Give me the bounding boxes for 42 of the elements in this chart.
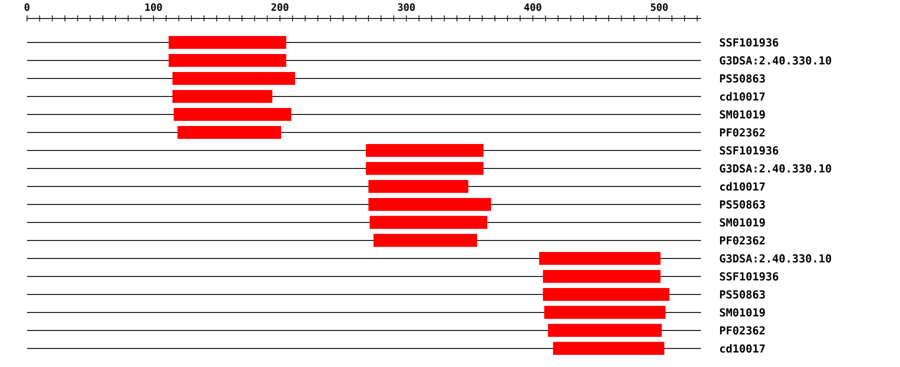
y-tick-label: SM01019: [720, 218, 765, 226]
y-tick-label: PF02362: [720, 236, 765, 244]
bar: [542, 288, 670, 301]
bar: [368, 198, 492, 211]
y-tick-label: SM01019: [720, 308, 765, 316]
y-tick-label: PF02362: [720, 128, 765, 136]
bar: [368, 180, 468, 193]
bar: [544, 306, 666, 319]
bar: [373, 234, 478, 247]
y-tick-label: cd10017: [720, 92, 765, 100]
y-tick-label: cd10017: [720, 182, 765, 190]
y-tick-label: PS50863: [720, 290, 765, 298]
y-tick-label: cd10017: [720, 344, 765, 352]
y-tick-label: G3DSA:2.40.330.10: [720, 254, 832, 262]
bar: [542, 270, 661, 283]
y-tick-label: PF02362: [720, 326, 765, 334]
y-tick-label: G3DSA:2.40.330.10: [720, 164, 832, 172]
bar: [539, 252, 661, 265]
y-tick-label: PS50863: [720, 200, 765, 208]
x-tick-label: 0: [24, 3, 30, 11]
y-tick-label: SSF101936: [720, 38, 778, 46]
x-tick-label: 200: [271, 3, 288, 11]
bar: [172, 72, 296, 85]
y-tick-label: SSF101936: [720, 146, 778, 154]
bar: [553, 342, 664, 355]
y-tick-label: PS50863: [720, 74, 765, 82]
bar: [172, 90, 272, 103]
x-tick-label: 400: [524, 3, 542, 11]
y-tick-label: SM01019: [720, 110, 765, 118]
x-tick-label: 300: [398, 3, 415, 11]
bar: [168, 36, 286, 49]
y-tick-label: SSF101936: [720, 272, 778, 280]
bar: [168, 54, 286, 67]
bar: [177, 126, 282, 139]
y-tick-label: G3DSA:2.40.330.10: [720, 56, 832, 64]
bar: [370, 216, 488, 229]
bar: [548, 324, 662, 337]
bar: [366, 162, 484, 175]
x-tick-label: 100: [145, 3, 162, 11]
bar: [366, 144, 484, 157]
x-tick-label: 500: [650, 3, 668, 11]
bar: [174, 108, 292, 121]
